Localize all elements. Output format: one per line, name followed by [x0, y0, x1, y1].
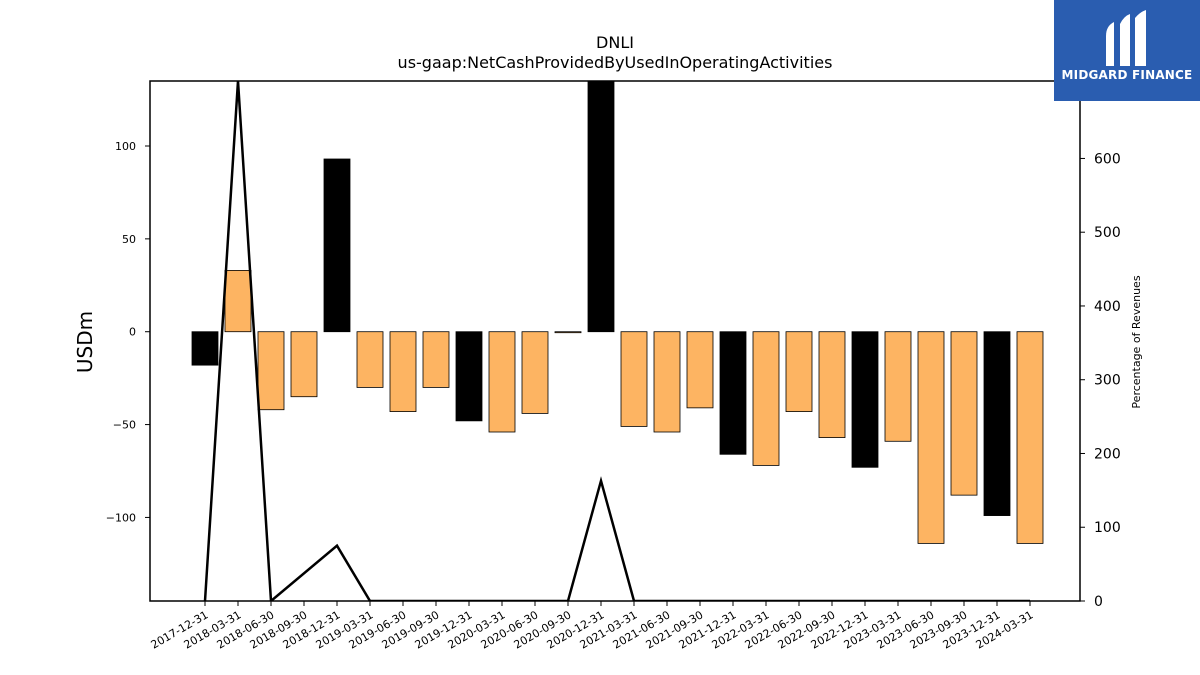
y-axis-label: USDm	[73, 311, 97, 373]
bar-2020-12-31	[587, 80, 615, 333]
y-right-tick-label: 100	[1094, 520, 1121, 536]
y-right-tick-label: 200	[1094, 446, 1121, 462]
axes-group: −100−5005010001002003004005006002017-12-…	[106, 80, 1121, 652]
bar-2018-12-31	[323, 158, 351, 333]
chart-title: DNLI	[596, 33, 634, 52]
y-axis-right-label: Percentage of Revenues	[1130, 275, 1143, 408]
bar-2021-12-31	[719, 331, 747, 455]
brand-logo: MIDGARD FINANCE	[1054, 0, 1200, 101]
bar-2018-09-30	[290, 331, 318, 398]
bar-2018-03-31	[224, 270, 252, 333]
chart-subtitle: us-gaap:NetCashProvidedByUsedInOperating…	[398, 53, 833, 72]
y-tick-label: 50	[122, 233, 136, 246]
bar-2020-09-30	[554, 331, 582, 334]
bar-2020-03-31	[488, 331, 516, 433]
bar-2017-12-31	[191, 331, 219, 366]
bar-2023-06-30	[917, 331, 945, 544]
y-tick-label: −100	[106, 511, 136, 524]
plot-frame	[149, 80, 1081, 602]
bar-2021-03-31	[620, 331, 648, 427]
bar-2023-12-31	[983, 331, 1011, 516]
bar-2021-06-30	[653, 331, 681, 433]
y-tick-label: −50	[113, 419, 136, 432]
revenue-percentage-line	[203, 80, 1030, 601]
bar-2023-09-30	[950, 331, 978, 496]
y-right-tick-label: 500	[1094, 225, 1121, 241]
bar-2018-06-30	[257, 331, 285, 411]
bar-2024-03-31	[1016, 331, 1044, 544]
bars-group	[191, 80, 1044, 544]
y-right-tick-label: 300	[1094, 373, 1121, 389]
bar-2023-03-31	[884, 331, 912, 442]
bar-2019-06-30	[389, 331, 417, 412]
logo-text: MIDGARD FINANCE	[1061, 68, 1193, 82]
y-right-tick-label: 400	[1094, 299, 1121, 315]
bar-2021-09-30	[686, 331, 714, 409]
midgard-logo-icon	[1106, 10, 1146, 66]
bar-2019-03-31	[356, 331, 384, 388]
y-right-tick-label: 600	[1094, 151, 1121, 167]
y-right-tick-label: 0	[1094, 594, 1103, 610]
bar-2022-09-30	[818, 331, 846, 438]
bar-2019-09-30	[422, 331, 450, 388]
line-series-group	[203, 80, 1030, 601]
bar-2022-03-31	[752, 331, 780, 466]
y-tick-label: 0	[129, 326, 136, 339]
bar-2019-12-31	[455, 331, 483, 422]
bar-2022-06-30	[785, 331, 813, 412]
y-tick-label: 100	[115, 140, 136, 153]
bar-2022-12-31	[851, 331, 879, 468]
bar-2020-06-30	[521, 331, 549, 414]
